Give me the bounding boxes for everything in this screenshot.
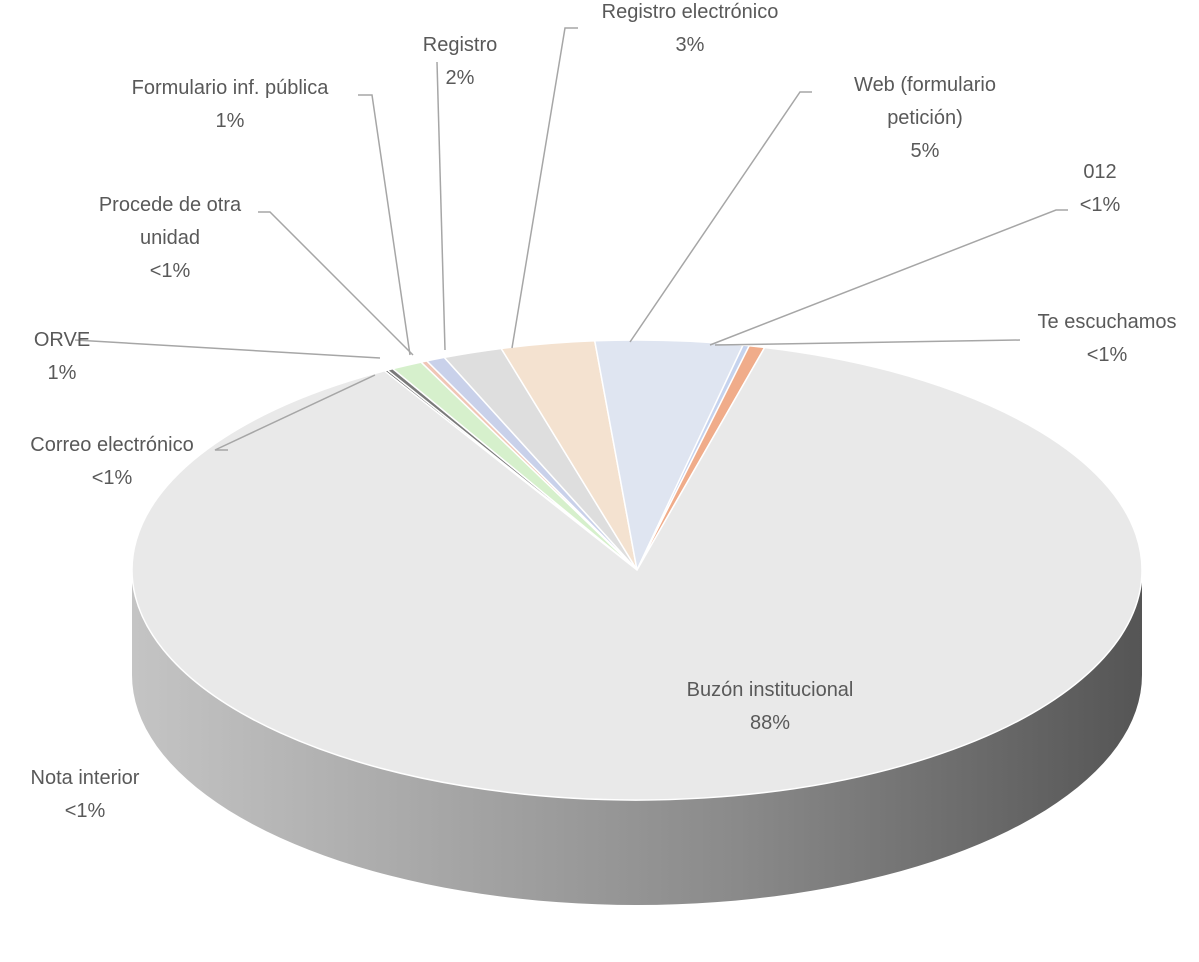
data-label: Correo electrónico <1%	[30, 429, 193, 495]
data-label: Registro electrónico 3%	[602, 0, 779, 62]
value-label: 1%	[47, 362, 77, 384]
value-label: 5%	[910, 140, 940, 162]
category-label: Correo electrónico	[30, 434, 194, 456]
data-label: Te escuchamos <1%	[1038, 306, 1177, 372]
data-label: ORVE 1%	[34, 324, 90, 390]
category-label: Procede de otra unidad	[98, 194, 242, 249]
category-label: Registro electrónico	[601, 1, 779, 23]
pie-side	[132, 570, 1142, 905]
value-label: <1%	[1086, 344, 1128, 366]
leader-line	[214, 374, 376, 451]
pie-slice	[131, 346, 1143, 801]
leader-line	[714, 339, 1021, 346]
leader-line	[511, 27, 578, 349]
value-label: 2%	[445, 67, 475, 89]
category-label: ORVE	[33, 329, 91, 351]
category-label: Formulario inf. pública	[131, 77, 329, 99]
data-label: Nota interior <1%	[31, 762, 140, 828]
leader-line	[709, 209, 1068, 346]
leader-line	[436, 61, 446, 351]
leader-line	[629, 91, 812, 343]
data-label: Formulario inf. pública 1%	[132, 72, 329, 138]
category-label: Buzón institucional	[686, 679, 854, 701]
category-label: 012	[1083, 161, 1117, 183]
data-label: 012 <1%	[1080, 156, 1121, 222]
value-label: <1%	[91, 467, 133, 489]
leader-line	[74, 339, 381, 359]
leader-line	[358, 94, 411, 356]
data-label: Registro 2%	[423, 29, 497, 95]
value-label: 88%	[749, 712, 791, 734]
category-label: Registro	[422, 34, 498, 56]
category-label: Nota interior	[30, 767, 140, 789]
category-label: Web (formulario petición)	[854, 74, 996, 129]
category-label: Te escuchamos	[1037, 311, 1177, 333]
leader-line	[258, 211, 414, 356]
value-label: <1%	[149, 260, 191, 282]
value-label: <1%	[1079, 194, 1121, 216]
value-label: 1%	[215, 110, 245, 132]
data-label: Web (formulario petición) 5%	[815, 69, 1035, 168]
value-label: <1%	[64, 800, 106, 822]
data-label: Procede de otra unidad <1%	[70, 189, 270, 288]
data-label: Buzón institucional 88%	[687, 674, 854, 740]
value-label: 3%	[675, 34, 705, 56]
